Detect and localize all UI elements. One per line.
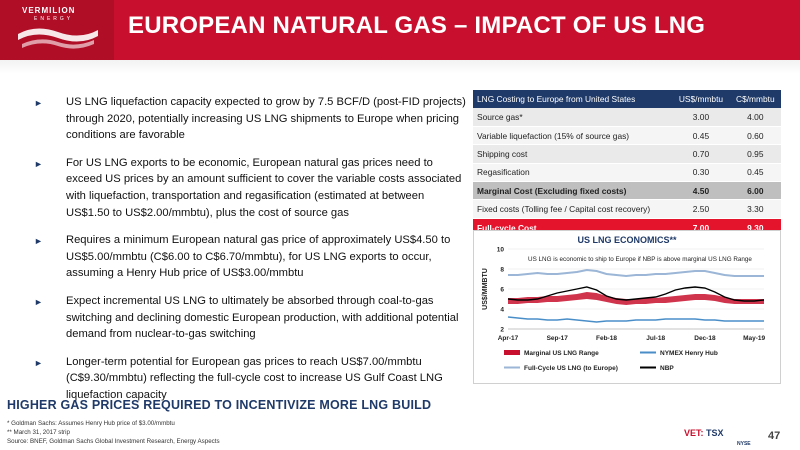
series-marginal-us-lng-range <box>508 292 764 305</box>
series-nymex-henry-hub <box>507 316 764 323</box>
bullet-text: US LNG liquefaction capacity expected to… <box>66 96 466 142</box>
table-row: Variable liquefaction (15% of source gas… <box>473 126 781 146</box>
table-cell: Regasification <box>473 163 673 183</box>
x-tick-label: Sep-17 <box>547 335 569 342</box>
logo-wave-icon <box>18 28 98 49</box>
table-cell: Shipping cost <box>473 144 673 164</box>
table-cell: Marginal Cost (Excluding fixed costs) <box>473 181 673 201</box>
triangle-bullet-icon: ► <box>34 357 43 368</box>
lng-economics-chart: US LNG ECONOMICS** 2 4 6 8 10 US$/MMBTU Apr-17… <box>473 230 781 384</box>
y-tick-label: 8 <box>500 267 504 274</box>
bullet-text: Longer-term potential for European gas p… <box>66 355 443 401</box>
table-row: Fixed costs (Tolling fee / Capital cost … <box>473 199 781 219</box>
table-cell: 0.45 <box>672 126 730 146</box>
ticker-symbol: VET: <box>684 428 704 438</box>
table-cell: 4.00 <box>729 108 781 127</box>
stock-ticker: VET: TSX <box>684 428 724 438</box>
bullet-item: ► Requires a minimum European natural ga… <box>34 232 468 282</box>
bullet-item: ► Longer-term potential for European gas… <box>34 354 468 404</box>
table-cell: 3.00 <box>672 108 730 127</box>
tagline: HIGHER GAS PRICES REQUIRED TO INCENTIVIZ… <box>7 398 432 412</box>
series-full-cycle-us-lng <box>508 268 764 278</box>
bullet-item: ► For US LNG exports to be economic, Eur… <box>34 155 468 221</box>
footnote: * Goldman Sachs: Assumes Henry Hub price… <box>7 420 175 427</box>
table-header-row: LNG Costing to Europe from United States… <box>473 90 781 108</box>
tsx-label: TSX <box>706 428 724 438</box>
x-tick-label: Apr-17 <box>498 335 519 342</box>
chart-title: US LNG ECONOMICS** <box>577 235 677 245</box>
table-cell: 0.60 <box>729 126 781 146</box>
y-axis-label: US$/MMBTU <box>482 268 489 310</box>
table-cell: Source gas* <box>473 108 673 127</box>
header-bar: VERMILION ENERGY EUROPEAN NATURAL GAS – … <box>0 0 800 60</box>
table-row: Shipping cost 0.70 0.95 <box>473 144 781 164</box>
table-cell: 0.70 <box>672 144 730 164</box>
legend-label: Marginal US LNG Range <box>524 350 599 357</box>
table-header-cell: LNG Costing to Europe from United States <box>473 90 673 108</box>
bullet-list: ► US LNG liquefaction capacity expected … <box>34 94 468 415</box>
triangle-bullet-icon: ► <box>34 98 43 108</box>
table-cell: 3.30 <box>729 199 781 219</box>
company-logo: VERMILION ENERGY <box>0 0 114 60</box>
chart-annotation: US LNG is economic to ship to Europe if … <box>528 256 752 263</box>
legend-label: NBP <box>660 365 674 372</box>
triangle-bullet-icon: ► <box>34 158 43 169</box>
legend-swatch <box>504 350 520 355</box>
legend-label: NYMEX Henry Hub <box>660 350 718 357</box>
series-nbp <box>507 286 765 302</box>
logo-name: VERMILION <box>22 6 76 15</box>
bullet-text: For US LNG exports to be economic, Europ… <box>66 156 462 219</box>
x-tick-label: Jul-18 <box>646 335 665 342</box>
y-tick-label: 4 <box>500 307 504 314</box>
bullet-item: ► Expect incremental US LNG to ultimatel… <box>34 293 468 343</box>
table-cell: 4.50 <box>672 181 730 201</box>
legend-label: Full-Cycle US LNG (to Europe) <box>524 365 618 372</box>
chart-canvas: 2 4 6 8 10 US$/MMBTU Apr-17 Sep-17 Feb-18 Jul-18 D… <box>482 247 766 373</box>
table-cell: 2.50 <box>672 199 730 219</box>
bullet-item: ► US LNG liquefaction capacity expected … <box>34 94 468 144</box>
table-cell: Variable liquefaction (15% of source gas… <box>473 126 673 146</box>
table-header-cell: US$/mmbtu <box>672 90 730 108</box>
bullet-text: Expect incremental US LNG to ultimately … <box>66 294 459 341</box>
logo-subtitle: ENERGY <box>34 16 74 22</box>
header-shadow <box>0 60 800 74</box>
table-row: Source gas* 3.00 4.00 <box>473 108 781 127</box>
page-number: 47 <box>768 430 781 442</box>
lng-cost-table: LNG Costing to Europe from United States… <box>473 90 781 238</box>
triangle-bullet-icon: ► <box>34 236 43 247</box>
table-cell: Fixed costs (Tolling fee / Capital cost … <box>473 199 673 219</box>
y-tick-label: 6 <box>500 287 504 294</box>
table-header-cell: C$/mmbtu <box>729 90 781 108</box>
footnote: Source: BNEF, Goldman Sachs Global Inves… <box>7 438 220 445</box>
table-row: Regasification 0.30 0.45 <box>473 163 781 183</box>
table-cell: 0.45 <box>729 163 781 183</box>
x-tick-label: Dec-18 <box>694 335 716 342</box>
footnote: ** March 31, 2017 strip <box>7 429 70 436</box>
table-cell: 0.30 <box>672 163 730 183</box>
bullet-text: Requires a minimum European natural gas … <box>66 234 451 280</box>
y-tick-label: 10 <box>497 247 505 254</box>
page-title: EUROPEAN NATURAL GAS – IMPACT OF US LNG <box>128 12 706 39</box>
table-row-marginal-cost: Marginal Cost (Excluding fixed costs) 4.… <box>473 181 781 201</box>
x-tick-label: Feb-18 <box>596 335 617 342</box>
x-tick-label: May-19 <box>743 335 765 342</box>
triangle-bullet-icon: ► <box>34 296 43 307</box>
nyse-label: NYSE <box>737 441 751 447</box>
y-tick-label: 2 <box>500 327 504 334</box>
table-cell: 0.95 <box>729 144 781 164</box>
footnotes: * Goldman Sachs: Assumes Henry Hub price… <box>7 419 220 446</box>
table-cell: 6.00 <box>729 181 781 201</box>
